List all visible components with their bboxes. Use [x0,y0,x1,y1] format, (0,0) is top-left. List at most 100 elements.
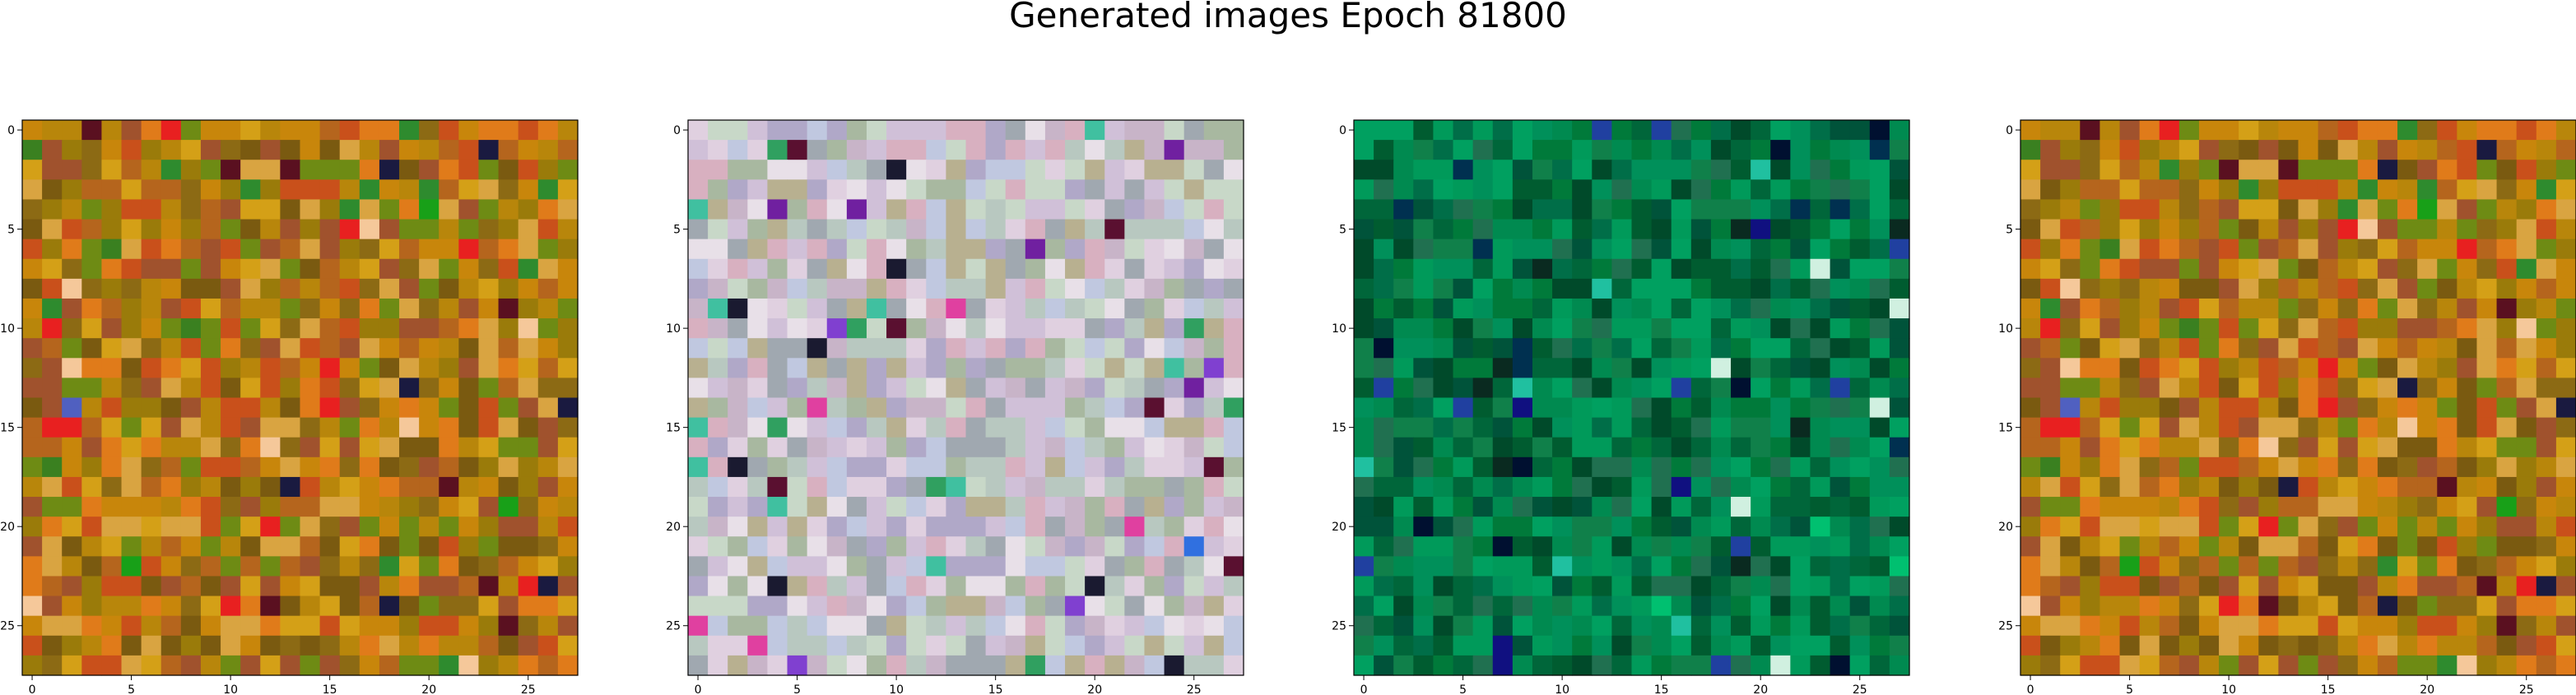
pixel [1413,517,1434,537]
pixel [1592,378,1612,399]
pixel [1810,278,1831,299]
pixel [180,576,202,597]
pixel [1631,576,1653,597]
pixel [359,120,380,141]
pixel [1413,219,1434,240]
pixel [2555,655,2576,676]
pixel [2377,120,2398,141]
pixel [319,576,341,597]
pixel [1572,417,1593,438]
pixel [2239,298,2259,319]
pixel [728,576,748,597]
pixel [101,615,123,637]
pixel [1354,120,1374,141]
pixel [1651,298,1672,319]
pixel [180,615,202,637]
pixel [62,258,82,280]
pixel [240,437,261,458]
pixel [141,298,162,319]
pixel [2536,615,2557,637]
pixel [537,278,559,299]
pixel [2099,417,2121,438]
pixel [2040,258,2061,280]
pixel [2397,536,2418,557]
pixel [747,278,769,299]
pixel [2357,199,2378,220]
pixel [688,595,709,617]
pixel [1124,635,1146,656]
pixel [906,140,927,160]
pixel [399,517,420,537]
pixel [1433,417,1454,438]
pixel [2099,338,2121,359]
pixel [1592,120,1612,141]
pixel [926,595,946,617]
pixel [985,517,1007,537]
pixel [1025,476,1046,498]
pixel [2099,655,2121,676]
pixel [1869,655,1890,676]
pixel [688,140,709,160]
pixel [1104,120,1125,141]
pixel [2496,437,2518,458]
pixel [101,635,123,656]
pixel [767,298,788,319]
pixel [160,140,182,160]
pixel [1710,655,1732,676]
pixel [1830,397,1851,419]
pixel [1611,556,1633,577]
pixel [42,576,63,597]
pixel [439,278,459,299]
pixel [537,655,559,676]
pixel [747,199,769,220]
pixel [1223,497,1244,517]
pixel [2357,595,2378,617]
pixel [2516,456,2537,478]
pixel [2278,358,2299,378]
pixel [807,199,828,220]
pixel [1532,517,1553,537]
pixel [2555,556,2576,577]
pixel [2060,318,2081,339]
pixel [1413,497,1434,517]
pixel [2516,239,2537,260]
pixel [1025,239,1046,260]
pixel [1770,497,1791,517]
pixel [846,536,867,557]
pixel [1731,456,1751,478]
pixel [2258,378,2279,399]
pixel [537,140,559,160]
pixel [1710,476,1732,498]
pixel [221,456,241,478]
pixel [1393,278,1414,299]
pixel [2060,497,2081,517]
pixel [478,338,500,359]
pixel [1453,635,1474,656]
pixel [1592,417,1612,438]
pixel [1631,397,1653,419]
pixel [2278,338,2299,359]
pixel [42,278,63,299]
pixel [62,517,82,537]
pixel [985,397,1007,419]
pixel [240,120,261,141]
pixel [439,417,459,438]
pixel [886,358,907,378]
pixel [537,615,559,637]
pixel [439,120,459,141]
pixel [2278,258,2299,280]
pixel [2476,536,2498,557]
pixel [2239,556,2259,577]
pixel [1065,338,1086,359]
pixel [1393,397,1414,419]
pixel [180,497,202,517]
pixel [221,239,241,260]
pixel [1611,160,1633,180]
pixel [2239,595,2259,617]
pixel [2337,358,2359,378]
pixel [2239,476,2259,498]
pixel [886,179,907,201]
pixel [1731,635,1751,656]
pixel [339,199,360,220]
pixel [101,179,123,201]
